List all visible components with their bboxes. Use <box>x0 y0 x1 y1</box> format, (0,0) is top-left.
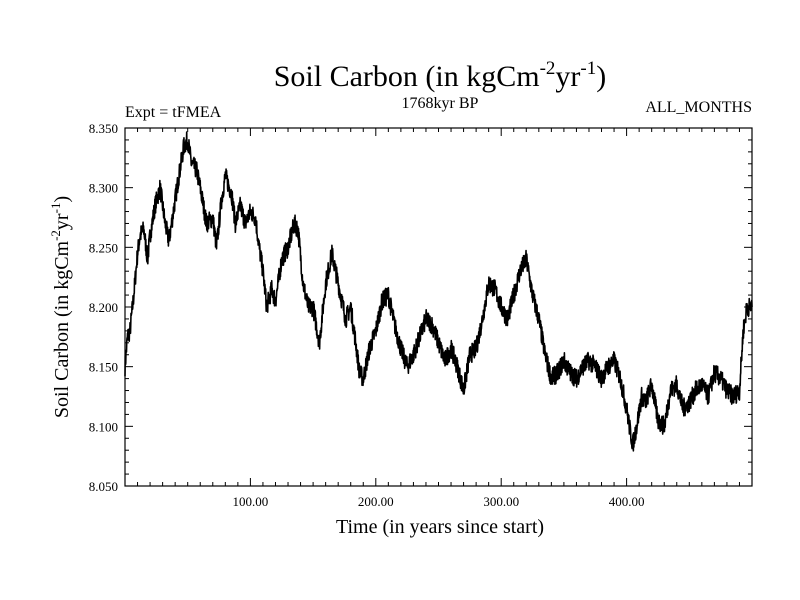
chart-title: Soil Carbon (in kgCm-2yr-1) <box>274 58 607 93</box>
time-period-label: 1768kyr BP <box>402 95 479 112</box>
y-tick-label: 8.300 <box>89 181 118 196</box>
experiment-label: Expt = tFMEA <box>125 104 222 121</box>
x-tick-label: 300.00 <box>483 494 519 509</box>
y-axis-ticks: 8.050 8.100 8.150 8.200 8.250 8.300 8.350 <box>89 121 752 494</box>
series-layer <box>124 131 753 452</box>
months-label: ALL_MONTHS <box>645 99 752 116</box>
soil-carbon-line <box>124 131 753 452</box>
x-tick-label: 100.00 <box>233 494 269 509</box>
plot-frame <box>124 127 753 487</box>
y-tick-label: 8.250 <box>89 240 118 255</box>
x-axis-label: Time (in years since start) <box>336 516 544 538</box>
y-tick-label: 8.200 <box>89 300 118 315</box>
x-tick-label: 200.00 <box>358 494 394 509</box>
x-axis-ticks: 100.00 200.00 300.00 400.00 <box>137 128 740 509</box>
y-tick-label: 8.350 <box>89 121 118 136</box>
y-tick-label: 8.100 <box>89 419 118 434</box>
x-tick-label: 400.00 <box>609 494 645 509</box>
y-axis-label: Soil Carbon (in kgCm-2yr-1) <box>48 196 73 418</box>
y-tick-label: 8.150 <box>89 360 118 375</box>
y-tick-label: 8.050 <box>89 479 118 494</box>
